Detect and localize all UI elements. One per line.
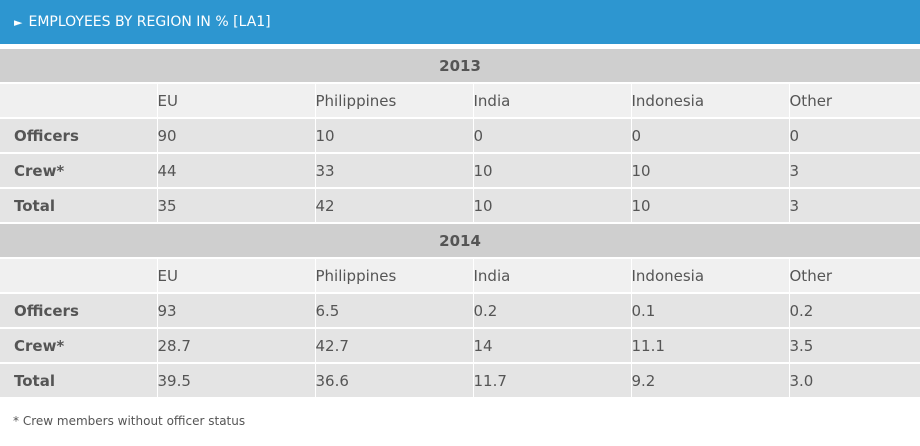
table-cell: 28.7 [156, 327, 315, 363]
employees-by-region-table: 2013 EU Philippines India Indonesia Other Offi… [0, 47, 920, 397]
table-cell: 6.5 [314, 292, 473, 328]
table-cell: 10 [630, 187, 789, 223]
table-cell: 3 [788, 187, 920, 223]
table-row: Officers 90 10 0 0 0 [0, 117, 920, 153]
table-cell: 11.7 [472, 362, 631, 397]
column-header: Other [788, 82, 920, 118]
column-header: Philippines [314, 82, 473, 118]
table-row: Officers 93 6.5 0.2 0.1 0.2 [0, 292, 920, 328]
table-cell: 93 [156, 292, 315, 328]
table-cell: 11.1 [630, 327, 789, 363]
table-title: EMPLOYEES BY REGION IN % [LA1] [28, 14, 271, 30]
table-cell: 35 [156, 187, 315, 223]
year-row: 2013 [0, 47, 920, 83]
table-cell: 0.2 [788, 292, 920, 328]
table-cell: 14 [472, 327, 631, 363]
header-blank-cell [0, 82, 157, 118]
table-cell: 3 [788, 152, 920, 188]
row-label: Officers [0, 117, 157, 153]
triangle-right-icon: ► [14, 15, 23, 29]
column-header: Philippines [314, 257, 473, 293]
table-cell: 9.2 [630, 362, 789, 397]
table-row: Crew* 28.7 42.7 14 11.1 3.5 [0, 327, 920, 363]
column-header-row: EU Philippines India Indonesia Other [0, 257, 920, 293]
column-header: EU [156, 82, 315, 118]
column-header: India [472, 257, 631, 293]
year-row: 2014 [0, 222, 920, 258]
table-cell: 3.0 [788, 362, 920, 397]
row-label: Total [0, 187, 157, 223]
table-cell: 10 [472, 187, 631, 223]
row-label: Crew* [0, 152, 157, 188]
row-label: Crew* [0, 327, 157, 363]
year-label: 2013 [0, 47, 920, 83]
table-row: Total 39.5 36.6 11.7 9.2 3.0 [0, 362, 920, 397]
row-label: Total [0, 362, 157, 397]
year-label: 2014 [0, 222, 920, 258]
table-cell: 10 [630, 152, 789, 188]
column-header: Other [788, 257, 920, 293]
table-cell: 0.1 [630, 292, 789, 328]
column-header: EU [156, 257, 315, 293]
table-cell: 42.7 [314, 327, 473, 363]
table-cell: 42 [314, 187, 473, 223]
table-cell: 0 [472, 117, 631, 153]
row-label: Officers [0, 292, 157, 328]
table-cell: 36.6 [314, 362, 473, 397]
table-cell: 39.5 [156, 362, 315, 397]
column-header: India [472, 82, 631, 118]
table-cell: 44 [156, 152, 315, 188]
table-cell: 3.5 [788, 327, 920, 363]
table-cell: 0.2 [472, 292, 631, 328]
table-cell: 0 [788, 117, 920, 153]
column-header-row: EU Philippines India Indonesia Other [0, 82, 920, 118]
table-cell: 10 [472, 152, 631, 188]
table-row: Crew* 44 33 10 10 3 [0, 152, 920, 188]
table-cell: 33 [314, 152, 473, 188]
table-row: Total 35 42 10 10 3 [0, 187, 920, 223]
table-title-bar: ► EMPLOYEES BY REGION IN % [LA1] [0, 0, 920, 44]
table-cell: 10 [314, 117, 473, 153]
footnote: * Crew members without officer status [13, 414, 246, 428]
column-header: Indonesia [630, 257, 789, 293]
table-cell: 90 [156, 117, 315, 153]
table-cell: 0 [630, 117, 789, 153]
column-header: Indonesia [630, 82, 789, 118]
header-blank-cell [0, 257, 157, 293]
